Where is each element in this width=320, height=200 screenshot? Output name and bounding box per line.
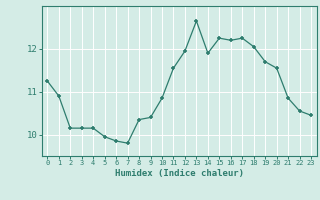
X-axis label: Humidex (Indice chaleur): Humidex (Indice chaleur) — [115, 169, 244, 178]
